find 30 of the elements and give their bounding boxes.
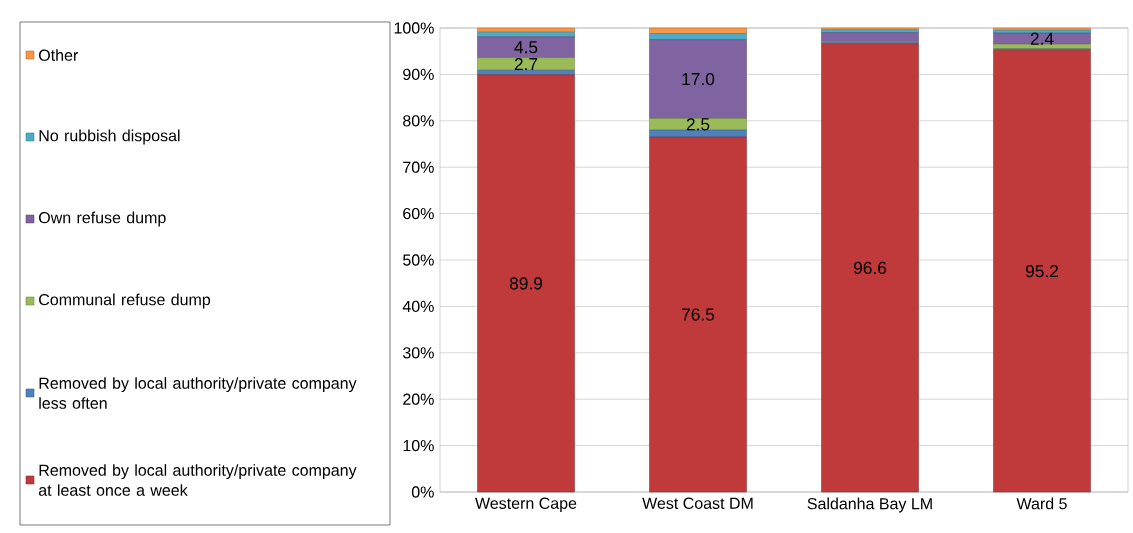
legend-label: Own refuse dump [39, 211, 166, 227]
y-tick-label: 60% [403, 207, 434, 220]
y-tick-label: 90% [403, 68, 434, 81]
data-label: 17.0 [682, 72, 715, 86]
y-tick-label: 70% [403, 161, 434, 173]
data-label: 89.9 [509, 277, 543, 290]
data-label: 2.4 [1030, 32, 1054, 45]
x-tick-label: Western Cape [475, 497, 577, 513]
y-tick-label: 40% [402, 300, 434, 313]
data-label: 4.5 [514, 41, 538, 54]
data-label: 2.7 [514, 57, 538, 71]
data-label: 76.5 [682, 308, 715, 321]
data-label: 2.5 [686, 118, 710, 131]
y-tick-label: 50% [403, 254, 434, 266]
y-tick-label: 80% [403, 115, 434, 127]
y-tick-label: 20% [403, 393, 434, 405]
x-tick-label: West Coast DM [642, 497, 753, 509]
legend-label: No rubbish disposal [39, 129, 180, 145]
legend-label: Removed by local authority/private company at least once a week [38, 464, 357, 496]
legend-label: Communal refuse dump [39, 293, 211, 309]
data-label: 96.6 [853, 261, 887, 275]
data-label: 95.2 [1025, 264, 1058, 278]
y-tick-label: 10% [403, 439, 434, 452]
x-tick-label: Ward 5 [1016, 497, 1067, 510]
legend-label: Other [39, 49, 79, 61]
y-tick-label: 100% [394, 22, 434, 34]
y-tick-label: 30% [402, 347, 434, 359]
x-tick-label: Saldanha Bay LM [807, 497, 932, 513]
legend-label: Removed by local authority/private company less often [39, 377, 357, 409]
y-tick-label: 0% [411, 486, 434, 498]
